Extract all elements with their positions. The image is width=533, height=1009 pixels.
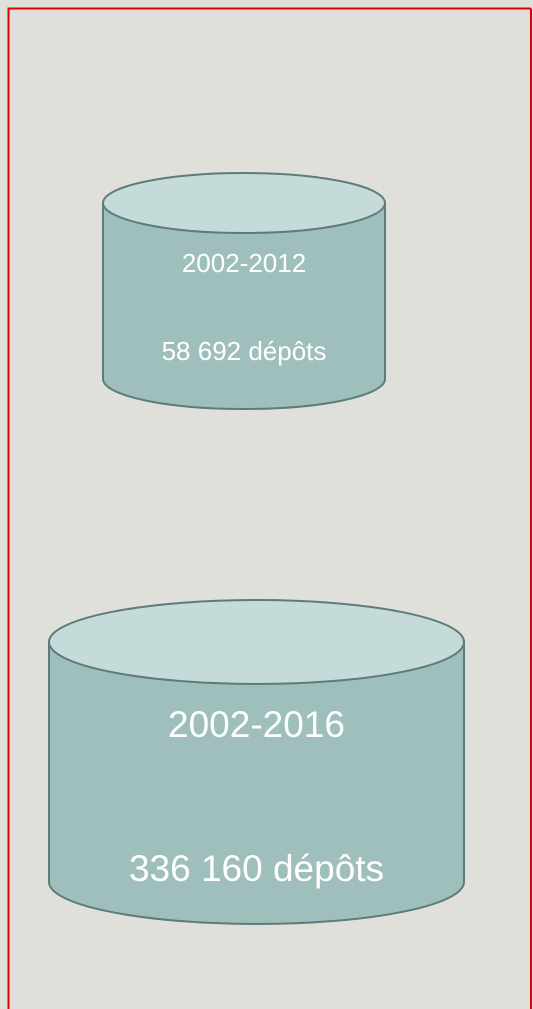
cylinder-top: [102, 172, 386, 234]
cylinder-period: 2002-2012: [182, 248, 306, 278]
frame: [7, 7, 531, 1009]
cylinder-large: 2002-2016 336 160 dépôts: [48, 599, 465, 925]
cylinder-top: [48, 599, 465, 685]
cylinder-small: 2002-2012 58 692 dépôts: [102, 172, 386, 410]
cylinder-count: 58 692 dépôts: [162, 336, 327, 366]
cylinder-count: 336 160 dépôts: [129, 848, 384, 889]
cylinder-period: 2002-2016: [168, 704, 345, 745]
cylinder-body: [102, 202, 386, 410]
cylinder-body: [48, 641, 465, 925]
